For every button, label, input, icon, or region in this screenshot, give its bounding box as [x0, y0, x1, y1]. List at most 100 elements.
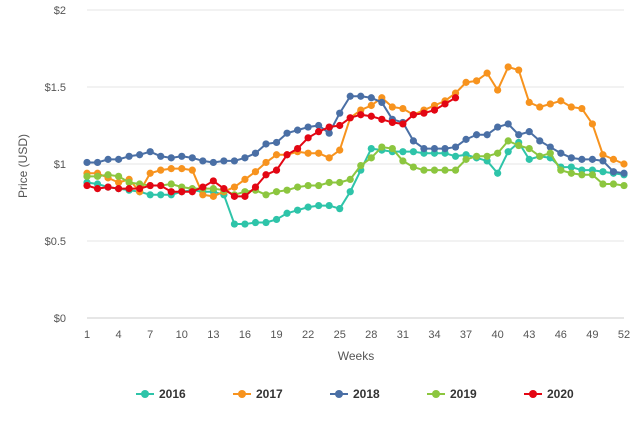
data-point: [241, 154, 249, 162]
data-point: [378, 115, 386, 123]
legend-label: 2019: [450, 387, 477, 401]
data-point: [83, 181, 91, 190]
data-point: [251, 149, 260, 157]
series-2017: [83, 63, 628, 200]
data-point: [209, 177, 217, 185]
legend: 2016 2017 2018 2019 2020: [136, 387, 574, 401]
data-point: [304, 123, 312, 131]
data-point: [525, 128, 533, 136]
data-point: [220, 157, 228, 165]
data-point: [546, 143, 554, 151]
data-point: [567, 163, 575, 171]
data-point: [588, 155, 597, 163]
data-point: [283, 209, 291, 217]
data-point: [230, 157, 239, 165]
data-point: [93, 172, 102, 180]
data-point: [293, 183, 302, 191]
data-point: [578, 155, 586, 163]
data-point: [399, 157, 407, 165]
data-point: [241, 220, 249, 228]
data-point: [357, 161, 365, 170]
data-point: [567, 103, 575, 111]
data-point: [114, 185, 123, 193]
data-point: [609, 155, 618, 163]
x-tick-label: 10: [176, 329, 188, 341]
data-point: [588, 171, 597, 179]
data-point: [451, 152, 460, 160]
data-point: [188, 154, 196, 162]
legend-item-2019[interactable]: 2019: [427, 387, 477, 401]
legend-item-2020[interactable]: 2020: [524, 387, 574, 401]
data-point: [325, 178, 333, 187]
data-point: [315, 121, 323, 130]
data-point: [325, 154, 333, 162]
data-point: [472, 131, 481, 139]
data-point: [441, 166, 449, 174]
x-tick-label: 52: [618, 329, 630, 341]
legend-item-2018[interactable]: 2018: [330, 387, 380, 401]
data-point: [262, 158, 270, 167]
data-point: [599, 157, 607, 165]
data-point: [304, 134, 312, 142]
legend-swatch-marker: [529, 390, 537, 398]
data-point: [157, 166, 165, 174]
data-point: [367, 94, 375, 102]
data-point: [178, 165, 186, 173]
data-point: [367, 112, 375, 120]
data-point: [494, 169, 502, 177]
x-tick-label: 49: [586, 329, 598, 341]
data-point: [272, 215, 281, 224]
data-point: [262, 171, 270, 179]
data-point: [536, 152, 544, 160]
data-point: [125, 152, 133, 160]
data-point: [515, 131, 523, 139]
data-point: [241, 192, 249, 200]
data-point: [304, 203, 312, 211]
data-point: [199, 191, 207, 199]
data-point: [409, 163, 418, 171]
x-tick-label: 4: [116, 329, 122, 341]
data-point: [272, 138, 281, 147]
legend-item-2016[interactable]: 2016: [136, 387, 186, 401]
data-point: [315, 181, 323, 190]
data-point: [504, 137, 512, 145]
x-tick-label: 34: [428, 329, 440, 341]
data-point: [557, 149, 565, 157]
series-line-2018: [87, 95, 625, 175]
data-point: [336, 205, 344, 213]
data-point: [304, 181, 312, 190]
x-tick-label: 40: [492, 329, 504, 341]
data-point: [283, 151, 291, 159]
data-point: [483, 131, 491, 139]
data-point: [557, 97, 565, 105]
data-point: [357, 111, 365, 119]
y-tick-label: $1: [54, 159, 66, 171]
data-point: [230, 183, 239, 191]
data-point: [430, 145, 439, 153]
data-point: [378, 98, 386, 106]
series-line-2016: [86, 141, 625, 226]
data-point: [620, 160, 628, 168]
legend-swatch-marker: [432, 390, 440, 398]
data-point: [409, 137, 418, 145]
data-point: [272, 166, 281, 174]
x-tick-label: 22: [302, 329, 314, 341]
data-point: [378, 143, 386, 151]
data-point: [430, 106, 439, 114]
series-2016: [83, 138, 628, 228]
data-point: [209, 192, 217, 200]
data-point: [283, 129, 291, 137]
data-point: [188, 188, 196, 196]
data-point: [93, 185, 102, 193]
data-point: [494, 123, 502, 131]
data-point: [209, 158, 217, 167]
data-point: [504, 120, 512, 128]
data-point: [346, 114, 354, 122]
series-line-2020: [86, 96, 457, 198]
data-point: [399, 148, 407, 156]
data-point: [114, 172, 123, 180]
data-point: [525, 155, 533, 163]
legend-label: 2018: [353, 387, 380, 401]
legend-item-2017[interactable]: 2017: [233, 387, 283, 401]
